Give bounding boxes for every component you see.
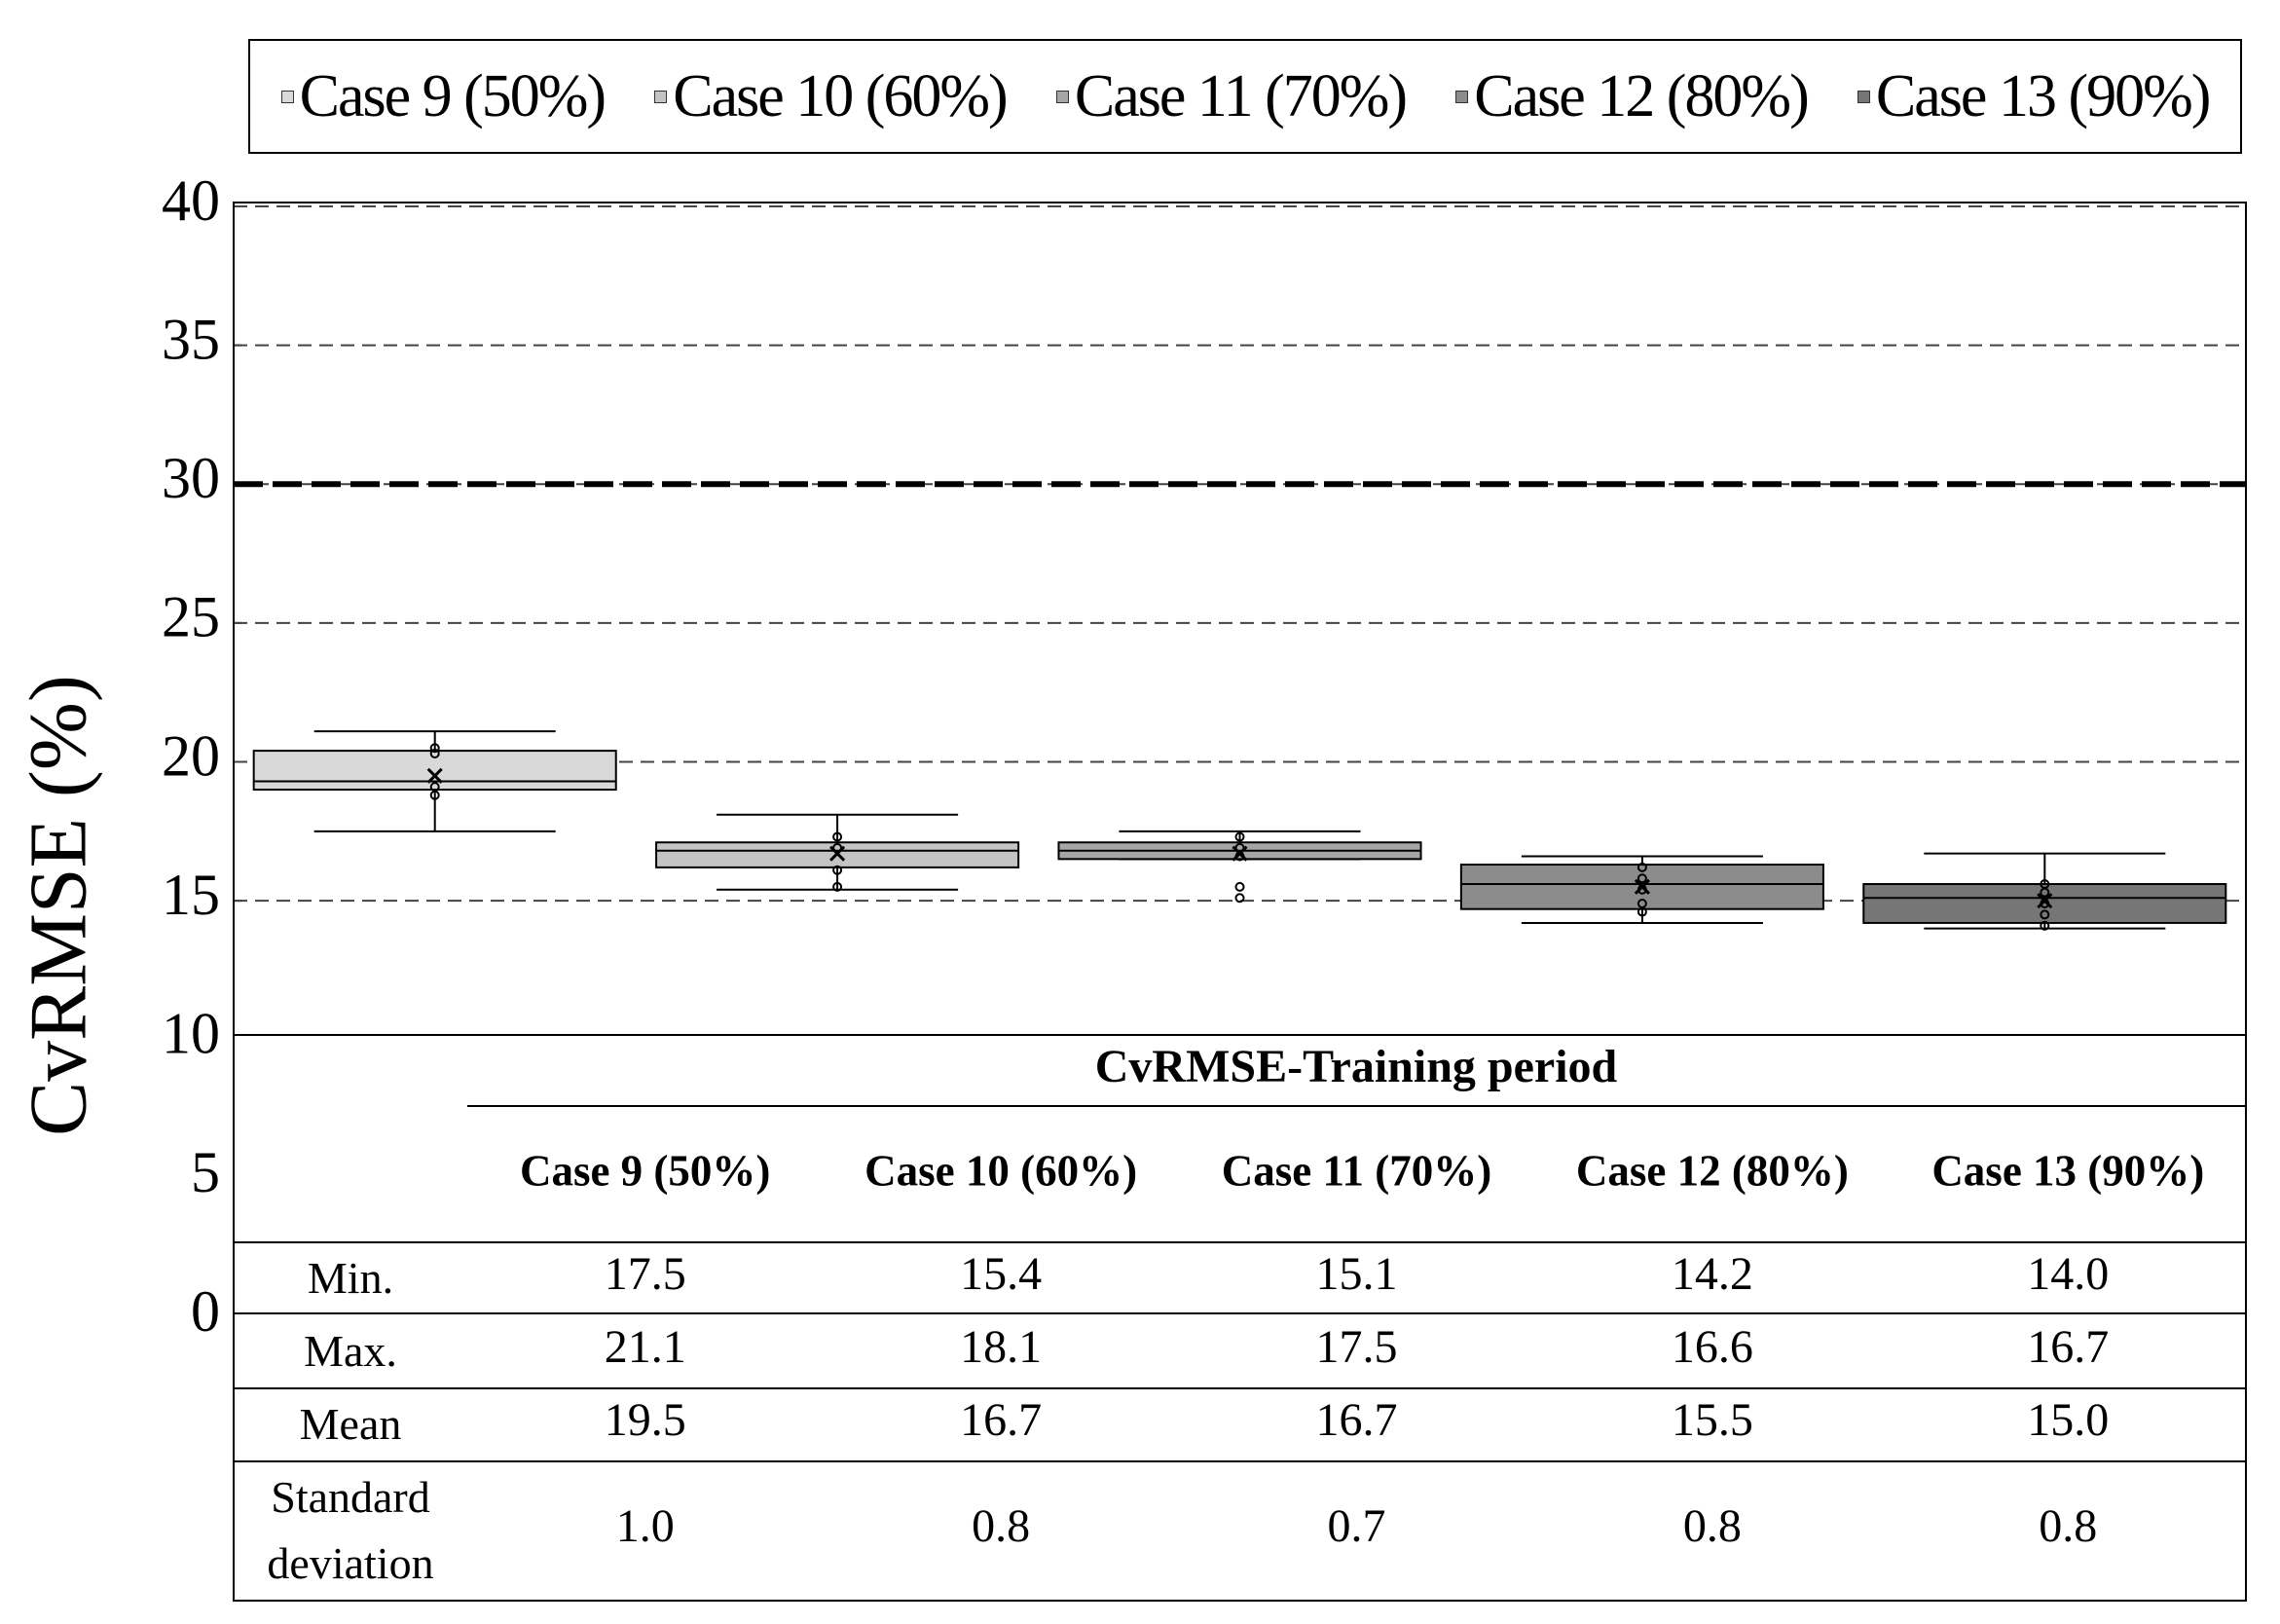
table-cell: 19.5 [605,1394,686,1446]
table-title: CvRMSE-Training period [1095,1041,1618,1092]
table-cell: 0.8 [972,1500,1030,1552]
data-point [2040,909,2050,920]
box [1862,883,2227,924]
y-tick-label: 0 [191,1279,220,1344]
table-cell: 1.0 [616,1500,675,1552]
y-tick-label: 40 [162,168,220,233]
table-cell: 18.1 [960,1321,1042,1373]
table-cell: 14.0 [2027,1248,2109,1300]
data-point [832,881,843,892]
y-tick-label: 15 [162,863,220,927]
legend-item: Case 12 (80%) [1455,62,1810,131]
legend-swatch [654,90,668,103]
column-header: Case 13 (90%) [1931,1146,2204,1195]
data-point [1636,873,1647,884]
data-point [1636,862,1647,872]
table-cell: 16.7 [2027,1321,2109,1373]
legend-label: Case 12 (80%) [1474,62,1809,129]
y-tick-label: 5 [191,1140,220,1204]
table-cell: 0.8 [2039,1500,2097,1552]
column-header: Case 12 (80%) [1576,1146,1849,1195]
legend-item: Case 9 (50%) [280,62,607,131]
data-point [1636,898,1647,908]
y-tick-label: 10 [162,1002,220,1066]
data-point [2040,920,2050,931]
y-tick-label: 25 [162,585,220,649]
table-background [235,1035,2245,1600]
data-point [1234,831,1245,842]
data-point [429,743,440,754]
legend-item: Case 11 (70%) [1055,62,1408,131]
data-point [1234,881,1245,892]
mean-marker [1634,878,1650,895]
column-header: Case 11 (70%) [1222,1146,1491,1195]
table-cell: 0.7 [1328,1500,1386,1552]
legend-swatch [1455,90,1469,103]
legend-swatch [280,90,294,103]
legend-label: Case 10 (60%) [673,62,1008,129]
y-tick-label: 20 [162,723,220,788]
row-label: Min. [307,1253,394,1303]
legend-item: Case 10 (60%) [654,62,1009,131]
data-point [832,831,843,842]
y-axis-label: CvRMSE (%) [13,675,103,1136]
table-cell: 17.5 [605,1248,686,1300]
table-cell: 16.7 [1316,1394,1398,1446]
table-cell: 0.8 [1683,1500,1742,1552]
row-label: Max. [304,1326,397,1376]
table-cell: 21.1 [605,1321,686,1373]
legend: Case 9 (50%) Case 10 (60%) Case 11 (70%) Ca… [248,39,2242,154]
legend-item: Case 13 (90%) [1857,62,2211,131]
table-cell: 15.5 [1672,1394,1753,1446]
data-point [2040,879,2050,890]
row-label: Mean [299,1399,402,1449]
row-label: Standard deviation [267,1472,434,1588]
plot-frame [233,202,2247,1602]
data-point [429,748,440,758]
table-cell: 16.7 [960,1394,1042,1446]
y-tick-label: 35 [162,307,220,371]
table-cell: 15.0 [2027,1394,2109,1446]
table-cell: 15.4 [960,1248,1042,1300]
mean-marker [829,845,846,862]
table-cell: 15.1 [1316,1248,1398,1300]
data-point [429,782,440,793]
column-header: Case 10 (60%) [864,1146,1137,1195]
data-point [832,865,843,875]
legend-label: Case 11 (70%) [1074,62,1408,129]
column-header: Case 9 (50%) [520,1146,770,1195]
legend-swatch [1055,90,1069,103]
mean-marker [426,767,443,784]
legend-swatch [1857,90,1870,103]
mean-marker [2037,893,2053,909]
data-point [1234,893,1245,904]
legend-label: Case 9 (50%) [299,62,607,129]
legend-label: Case 13 (90%) [1875,62,2211,129]
table-cell: 17.5 [1316,1321,1398,1373]
y-tick-label: 30 [162,446,220,510]
table-cell: 14.2 [1672,1248,1753,1300]
mean-marker [1232,845,1248,862]
table-cell: 16.6 [1672,1321,1753,1373]
